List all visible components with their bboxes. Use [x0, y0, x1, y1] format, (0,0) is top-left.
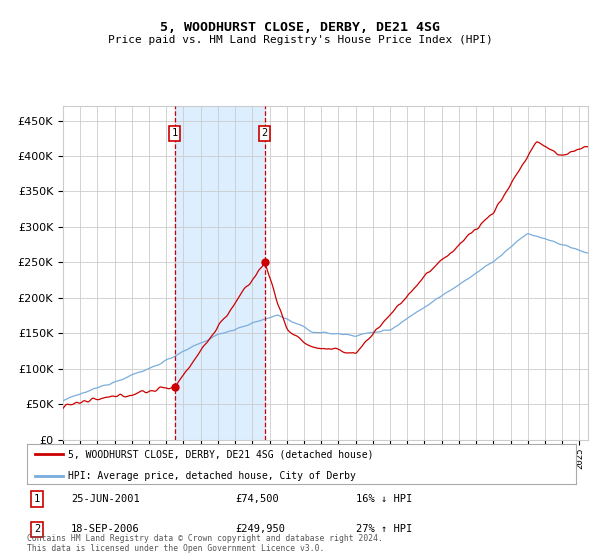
Text: Price paid vs. HM Land Registry's House Price Index (HPI): Price paid vs. HM Land Registry's House … [107, 35, 493, 45]
Text: 18-SEP-2006: 18-SEP-2006 [71, 525, 140, 534]
Text: 1: 1 [172, 128, 178, 138]
Text: £249,950: £249,950 [236, 525, 286, 534]
Text: 5, WOODHURST CLOSE, DERBY, DE21 4SG: 5, WOODHURST CLOSE, DERBY, DE21 4SG [160, 21, 440, 34]
Text: £74,500: £74,500 [236, 494, 280, 505]
Text: 25-JUN-2001: 25-JUN-2001 [71, 494, 140, 505]
Text: 1: 1 [34, 494, 40, 505]
Text: Contains HM Land Registry data © Crown copyright and database right 2024.
This d: Contains HM Land Registry data © Crown c… [27, 534, 383, 553]
Text: 27% ↑ HPI: 27% ↑ HPI [356, 525, 413, 534]
Text: 16% ↓ HPI: 16% ↓ HPI [356, 494, 413, 505]
Text: 5, WOODHURST CLOSE, DERBY, DE21 4SG (detached house): 5, WOODHURST CLOSE, DERBY, DE21 4SG (det… [68, 449, 374, 459]
Text: 2: 2 [262, 128, 268, 138]
Bar [175, 106, 265, 440]
Text: HPI: Average price, detached house, City of Derby: HPI: Average price, detached house, City… [68, 470, 356, 480]
Text: 2: 2 [34, 525, 40, 534]
